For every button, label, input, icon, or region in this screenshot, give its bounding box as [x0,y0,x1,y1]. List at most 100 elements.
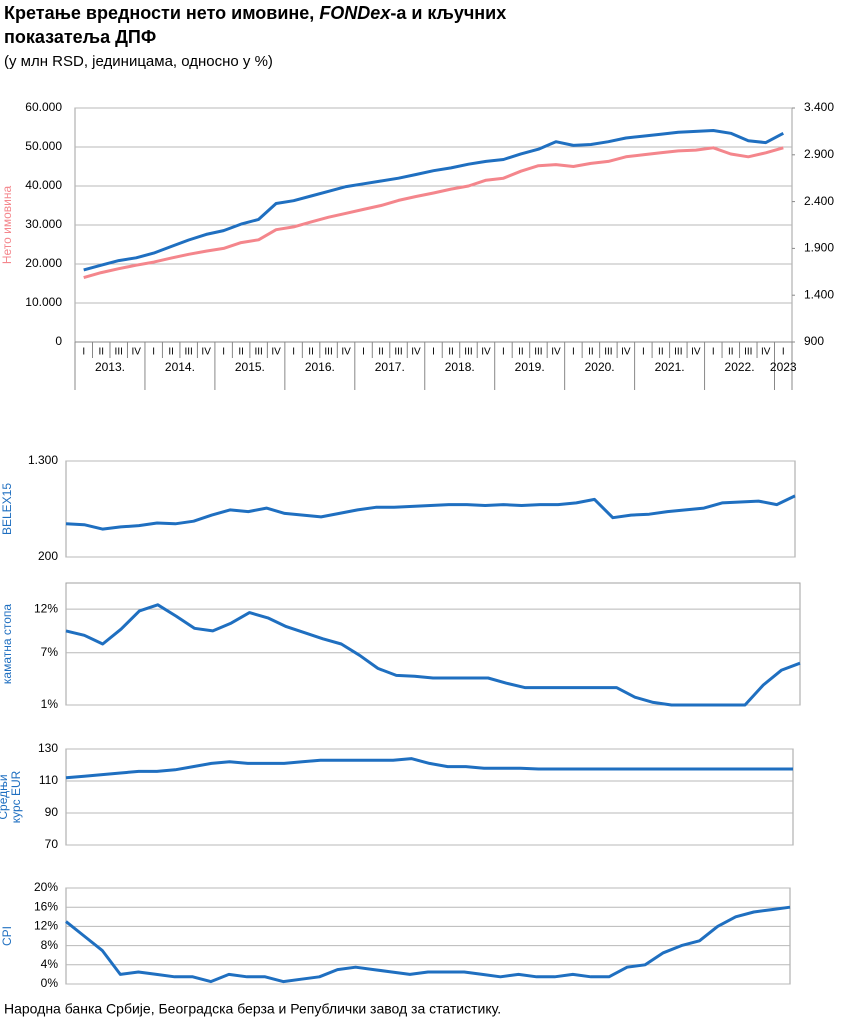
x-tick-label: II [308,347,314,358]
year-label: 2018. [445,360,475,374]
x-tick-label: I [292,347,295,358]
y-tick-label: 7% [41,645,59,659]
y-tick-label: 200 [38,549,58,563]
x-tick-label: I [362,347,365,358]
x-tick-label: II [168,347,174,358]
data-line [83,129,785,272]
year-label: 2023 [770,360,797,374]
title-part: -а и кључних [390,3,506,23]
y-tick-label: 40.000 [25,178,62,192]
x-tick-label: I [782,347,785,358]
y-axis-label: CPI [0,926,14,946]
year-label: 2014. [165,360,195,374]
x-tick-label: IV [761,347,771,358]
y-tick-label: 8% [41,938,59,952]
year-label: 2021. [655,360,685,374]
x-tick-label: III [674,347,682,358]
x-tick-label: II [658,347,664,358]
y-tick-label: 0 [55,334,62,348]
y-tick-label: 1.300 [28,453,58,467]
subtitle: (у млн RSD, јединицама, односно у %) [4,53,273,70]
y-tick-label: 50.000 [25,139,62,153]
year-label: 2017. [375,360,405,374]
y-tick-label: 60.000 [25,100,62,114]
x-tick-label: I [642,347,645,358]
x-tick-label: III [254,347,262,358]
x-tick-label: I [502,347,505,358]
x-tick-label: IV [271,347,281,358]
x-tick-label: IV [341,347,351,358]
x-tick-label: II [518,347,524,358]
y-axis-label: курс EUR [9,770,23,823]
x-tick-label: III [534,347,542,358]
x-tick-label: IV [131,347,141,358]
x-tick-label: III [394,347,402,358]
year-label: 2020. [585,360,615,374]
data-line [65,905,791,984]
x-tick-label: II [98,347,104,358]
x-tick-label: IV [201,347,211,358]
year-label: 2013. [95,360,125,374]
x-tick-label: II [588,347,594,358]
y-tick-label: 20% [34,880,58,894]
title-part: Кретање вредности нето имовине, [4,3,319,23]
y2-tick-label: 900 [804,334,824,348]
x-tick-label: IV [621,347,631,358]
y2-tick-label: 1.900 [804,241,834,255]
x-tick-label: II [378,347,384,358]
x-tick-label: III [464,347,472,358]
plot-frame [65,582,801,706]
x-tick-label: II [238,347,244,358]
y-tick-label: 30.000 [25,217,62,231]
data-line [65,494,796,531]
y2-tick-label: 2.400 [804,194,834,208]
x-tick-label: III [115,347,123,358]
title: показатеља ДПФ [4,27,156,47]
source: Народна банка Србије, Београдска берза и… [4,1001,501,1017]
x-tick-label: I [432,347,435,358]
y-tick-label: 110 [39,773,58,787]
x-tick-label: III [184,347,192,358]
x-tick-label: I [572,347,575,358]
y-tick-label: 4% [41,957,59,971]
title-part: FONDex [319,3,391,23]
y-tick-label: 10.000 [25,295,62,309]
y2-tick-label: 2.900 [804,147,834,161]
year-label: 2019. [515,360,545,374]
year-label: 2016. [305,360,335,374]
y-tick-label: 20.000 [25,256,62,270]
x-tick-label: IV [481,347,491,358]
y-tick-label: 90 [45,805,59,819]
year-label: 2015. [235,360,265,374]
x-tick-label: I [222,347,225,358]
x-tick-label: IV [411,347,421,358]
y-tick-label: 16% [34,899,58,913]
y-axis-label: каматна стопа [0,604,14,685]
x-tick-label: III [324,347,332,358]
data-line [65,757,793,780]
y-tick-label: 70 [45,837,59,851]
y-tick-label: 0% [41,976,59,990]
y-tick-label: 12% [34,919,58,933]
y2-tick-label: 3.400 [804,100,834,114]
x-tick-label: I [82,347,85,358]
y-axis-label: Средњи [0,774,10,819]
x-tick-label: III [604,347,612,358]
title: Кретање вредности нето имовине, FONDex-а… [4,3,506,23]
data-line [83,146,784,280]
data-line [65,603,801,707]
x-tick-label: II [448,347,454,358]
x-tick-label: IV [551,347,561,358]
x-tick-label: I [152,347,155,358]
y-tick-label: 1% [41,697,59,711]
y-axis-label: Нето имовина [0,186,14,265]
y2-tick-label: 1.400 [804,287,834,301]
x-tick-label: II [728,347,734,358]
year-label: 2022. [725,360,755,374]
x-tick-label: I [712,347,715,358]
y-tick-label: 12% [34,601,58,615]
x-tick-label: III [744,347,752,358]
x-tick-label: IV [691,347,701,358]
y-tick-label: 130 [38,741,58,755]
